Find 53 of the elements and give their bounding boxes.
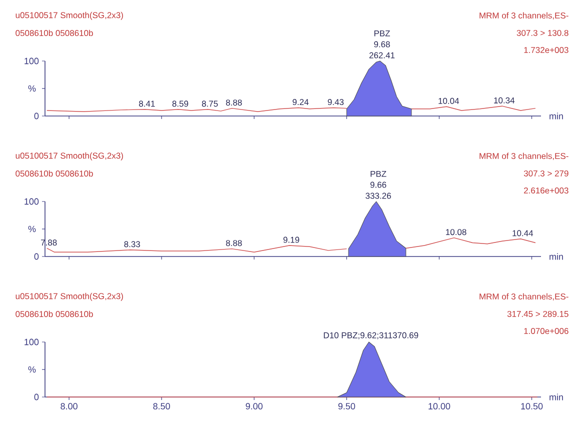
y-tick-label: 0: [34, 394, 39, 400]
text: 307.3 > 279: [524, 170, 568, 176]
text: MRM of 3 channels,ES-: [480, 12, 568, 20]
x-tick-label: 9.00: [246, 403, 263, 410]
y-tick-label: 0: [34, 253, 39, 260]
y-axis-title: %: [28, 226, 36, 232]
annotation: 262.41: [369, 52, 395, 58]
text: MRM of 3 channels,ES-: [480, 293, 568, 301]
text: 317.45 > 289.15: [507, 310, 568, 317]
x-tick-label: 8.00: [60, 403, 78, 410]
y-tick-label: 100: [24, 338, 39, 346]
annotation: 8.88: [226, 240, 242, 246]
chart-subtitle: 0508610b 0508610b: [16, 30, 93, 36]
annotation: 9.24: [292, 99, 309, 106]
annotation: 9.19: [283, 236, 300, 243]
chart-subtitle: 0508610b 0508610b: [16, 310, 93, 318]
annotation: 8.59: [172, 100, 188, 107]
text: 307.3 > 130.8: [516, 30, 568, 36]
annotation: 9.43: [328, 99, 344, 106]
annotation: PBZ: [374, 30, 390, 36]
y-tick-label: 0: [34, 112, 39, 120]
annotation: 10.34: [494, 97, 515, 104]
annotation: 8.33: [124, 241, 140, 248]
x-tick-label: 10.50: [521, 403, 543, 410]
x-tick-label: 9.50: [338, 403, 356, 410]
annotation: 10.44: [512, 230, 534, 236]
annotation: 8.75: [202, 100, 218, 107]
x-tick-label: 8.50: [153, 403, 170, 410]
annotation: 10.08: [446, 229, 466, 236]
annotation: 8.88: [226, 100, 242, 106]
annotation: 333.26: [366, 192, 391, 199]
x-tick-label: 10.00: [428, 403, 450, 410]
y-axis-title: %: [28, 85, 36, 92]
annotation: 9.66: [370, 182, 386, 188]
y-axis-title: %: [28, 366, 36, 373]
annotation: D10 PBZ;9.62;311370.69: [324, 332, 418, 340]
x-axis-title: min: [550, 394, 563, 400]
annotation: PBZ: [370, 170, 386, 177]
chart-title: u05100517 Smooth(SG,2x3): [16, 12, 123, 20]
text: 2.616e+003: [524, 187, 568, 194]
annotation: 10.04: [438, 98, 460, 104]
chart-title: u05100517 Smooth(SG,2x3): [16, 292, 123, 301]
text: 1.732e+003: [524, 46, 568, 53]
annotation: 8.41: [139, 100, 155, 107]
chart-title: u05100517 Smooth(SG,2x3): [16, 152, 123, 160]
y-tick-label: 100: [24, 198, 39, 205]
text: 1.070e+006: [524, 328, 568, 334]
y-tick-label: 100: [24, 58, 39, 64]
annotation: 9.68: [374, 41, 390, 48]
chart-subtitle: 0508610b 0508610b: [16, 170, 93, 177]
x-axis-title: min: [550, 112, 563, 120]
text: MRM of 3 channels,ES-: [480, 152, 568, 160]
x-axis-title: min: [550, 253, 563, 260]
